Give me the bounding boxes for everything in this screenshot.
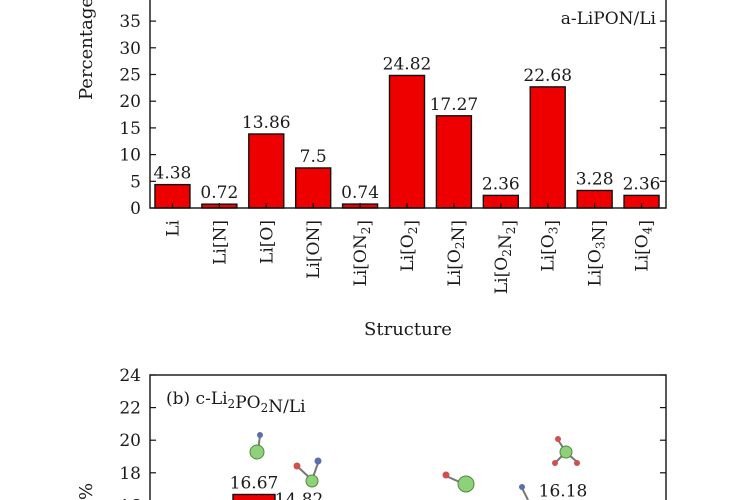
panel-a-bars — [154, 74, 660, 209]
bar — [529, 86, 566, 209]
bar-value-label: 16.18 — [539, 481, 588, 500]
panel-a-y-axis-label: Percentage — [76, 0, 97, 100]
x-tick-label: Li[O4] — [633, 220, 657, 272]
bar — [435, 115, 473, 209]
y-tick-label: 0 — [130, 199, 141, 219]
x-tick-label: Li[O2N2] — [492, 220, 520, 294]
panel-a-x-axis-label: Structure — [364, 319, 452, 340]
bar-value-label: 13.86 — [242, 113, 291, 133]
molecule-icon — [519, 484, 529, 500]
molecule-icon — [552, 436, 580, 466]
y-tick-label: 24 — [119, 366, 141, 386]
molecule-icon — [249, 432, 265, 460]
bar-value-label: 14.82 — [275, 490, 324, 500]
bar — [248, 133, 285, 209]
y-tick-label: 18 — [119, 464, 141, 484]
molecule-icon — [293, 457, 322, 488]
y-tick-label: 5 — [130, 172, 141, 192]
bar-value-label: 7.5 — [300, 147, 327, 167]
y-tick-label: 10 — [119, 146, 141, 166]
bar-value-label: 24.82 — [383, 54, 432, 74]
bar — [388, 74, 426, 209]
panel-b-bars — [232, 493, 276, 500]
x-tick-label: Li[N] — [210, 220, 230, 265]
x-tick-label: Li — [163, 219, 183, 236]
bar-value-label: 16.67 — [230, 473, 279, 493]
y-tick-label: 16 — [119, 496, 141, 500]
y-tick-label: 35 — [119, 12, 141, 32]
y-tick-label: 22 — [119, 399, 141, 419]
panel-b-y-axis-label: % — [76, 483, 97, 500]
panel-b-y-ticks: 16 18 20 22 24 — [119, 366, 666, 500]
x-tick-label: Li[O] — [257, 220, 277, 264]
y-tick-label: 20 — [119, 92, 141, 112]
panel-a: Percentage 0 5 10 15 20 25 30 35 4.38 0.72 13.86 7… — [76, 0, 667, 340]
bar — [294, 167, 332, 209]
bar-value-label: 0.74 — [341, 183, 379, 203]
molecule-icon — [442, 471, 475, 493]
panel-a-plot-frame — [149, 0, 667, 209]
panel-a-label: a-LiPON/Li — [561, 9, 657, 29]
y-tick-label: 20 — [119, 431, 141, 451]
panel-a-category-labels: Li Li[N] Li[O] Li[ON] Li[ON2] Li[O2] Li[O2N] Li… — [163, 219, 656, 294]
bar-value-label: 2.36 — [482, 174, 520, 194]
bar-value-label: 0.72 — [200, 183, 238, 203]
x-tick-label: Li[O2N] — [445, 220, 469, 286]
x-tick-label: Li[O3] — [539, 220, 563, 272]
bar-value-label: 3.28 — [576, 169, 614, 189]
y-tick-label: 15 — [119, 119, 141, 139]
bar-value-label: 17.27 — [430, 95, 479, 115]
panel-b-plot-frame — [149, 374, 667, 500]
x-tick-label: Li[O2] — [398, 220, 422, 272]
x-tick-label: Li[ON2] — [351, 220, 375, 286]
bar-value-label: 2.36 — [623, 174, 661, 194]
bar-value-label: 4.38 — [154, 164, 192, 184]
y-tick-label: 25 — [119, 66, 141, 86]
panel-a-value-labels: 4.38 0.72 13.86 7.5 0.74 24.82 17.27 2.36 22.68 3… — [154, 54, 661, 203]
x-tick-label: Li[ON] — [304, 220, 324, 279]
x-tick-label: Li[O3N] — [586, 220, 610, 286]
panel-b-label: (b) c-Li2PO2N/Li — [166, 389, 306, 417]
bar — [232, 493, 276, 500]
y-tick-label: 30 — [119, 39, 141, 59]
panel-a-y-ticks: 0 5 10 15 20 25 30 35 — [119, 12, 666, 219]
bar-value-label: 22.68 — [523, 66, 572, 86]
